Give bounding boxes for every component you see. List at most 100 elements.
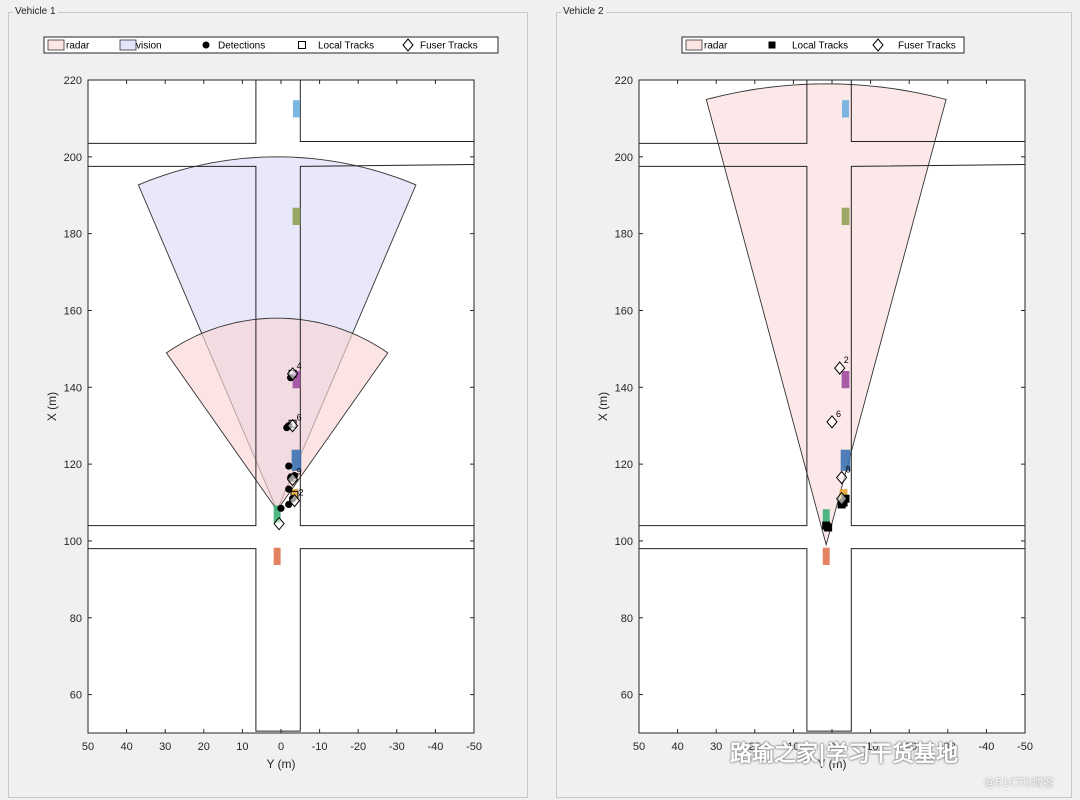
detection-point bbox=[285, 462, 293, 470]
x-tick-label: 40 bbox=[120, 741, 132, 753]
legend-box bbox=[43, 36, 499, 54]
y-tick-label: 220 bbox=[615, 75, 633, 87]
fuser-track bbox=[834, 361, 846, 375]
vehicle-2-panel-title: Vehicle 2 bbox=[561, 6, 606, 18]
road-edge bbox=[299, 80, 474, 142]
fuser-track bbox=[826, 415, 838, 429]
vehicle bbox=[292, 207, 301, 226]
vehicle bbox=[273, 547, 281, 565]
vision-legend-patch bbox=[119, 39, 137, 51]
fuser-track bbox=[835, 470, 848, 485]
detection-legend-marker bbox=[202, 41, 210, 49]
legend-label: Detections bbox=[218, 41, 265, 52]
fuser-track bbox=[288, 493, 301, 508]
x-axis-label: Y (m) bbox=[817, 757, 846, 771]
legend-label: vision bbox=[136, 41, 162, 52]
fuser-track-label: 8 bbox=[846, 465, 851, 475]
x-tick-label: -10 bbox=[312, 741, 328, 753]
legend-label: Local Tracks bbox=[318, 41, 374, 52]
fuser-track bbox=[286, 367, 299, 381]
road-edge bbox=[850, 80, 1025, 142]
watermark-text: 路瑜之家|学习干货基地 bbox=[730, 742, 959, 767]
fuser-track-label: 2 bbox=[299, 488, 304, 498]
road-edge bbox=[88, 165, 257, 527]
vehicle bbox=[292, 100, 300, 118]
y-tick-label: 160 bbox=[615, 305, 633, 317]
x-tick-label: -40 bbox=[427, 741, 443, 753]
y-tick-label: 60 bbox=[70, 690, 82, 702]
y-tick-label: 80 bbox=[621, 613, 633, 625]
x-tick-label: 30 bbox=[159, 741, 171, 753]
fuser-track-label: 6 bbox=[297, 413, 302, 423]
vehicle bbox=[822, 547, 830, 565]
road-edge bbox=[639, 165, 808, 527]
fuser-track bbox=[286, 418, 299, 433]
legend-box bbox=[681, 36, 965, 54]
legend-label: Fuser Tracks bbox=[420, 41, 478, 52]
y-tick-label: 120 bbox=[64, 459, 82, 471]
vehicle bbox=[842, 100, 849, 118]
local-track-legend-marker bbox=[768, 41, 776, 49]
x-tick-label: 0 bbox=[829, 741, 835, 753]
x-axis-label: Y (m) bbox=[266, 757, 295, 771]
y-tick-label: 180 bbox=[615, 229, 633, 241]
y-axis-label: X (m) bbox=[45, 392, 59, 421]
vehicle-1-panel-title: Vehicle 1 bbox=[13, 6, 58, 18]
y-tick-label: 180 bbox=[64, 229, 82, 241]
x-tick-label: -20 bbox=[350, 741, 366, 753]
x-tick-label: -50 bbox=[466, 741, 482, 753]
x-tick-label: -40 bbox=[978, 741, 994, 753]
road-edge bbox=[639, 548, 1025, 732]
legend-label: Local Tracks bbox=[792, 41, 848, 52]
y-tick-label: 220 bbox=[64, 75, 82, 87]
fuser-track-legend-marker bbox=[402, 38, 414, 52]
x-tick-label: 30 bbox=[710, 741, 722, 753]
radar-legend-patch bbox=[685, 39, 703, 51]
vehicle bbox=[273, 505, 281, 523]
fuser-track-legend-marker bbox=[872, 38, 884, 52]
radar-coverage bbox=[165, 317, 389, 511]
y-tick-label: 80 bbox=[70, 613, 82, 625]
x-tick-label: 50 bbox=[82, 741, 94, 753]
y-tick-label: 200 bbox=[615, 152, 633, 164]
road-edge bbox=[299, 164, 474, 527]
fuser-track-label: 4 bbox=[297, 361, 302, 371]
vehicle bbox=[822, 509, 830, 527]
watermark-source: @51CTO博客 bbox=[984, 776, 1055, 789]
x-tick-label: 40 bbox=[671, 741, 683, 753]
road-edge bbox=[850, 164, 1025, 527]
x-tick-label: -10 bbox=[863, 741, 879, 753]
x-tick-label: 20 bbox=[198, 741, 210, 753]
vehicle bbox=[841, 207, 850, 226]
fuser-track bbox=[835, 491, 848, 506]
y-tick-label: 140 bbox=[615, 382, 633, 394]
y-tick-label: 100 bbox=[64, 536, 82, 548]
y-tick-label: 200 bbox=[64, 152, 82, 164]
legend-label: radar bbox=[66, 41, 90, 52]
vehicle-1-legend: radar vision Detections Local Tracks Fuser T… bbox=[43, 36, 499, 54]
y-tick-label: 140 bbox=[64, 382, 82, 394]
radar-legend-patch bbox=[47, 39, 65, 51]
legend-label: radar bbox=[704, 41, 728, 52]
x-tick-label: 10 bbox=[236, 741, 248, 753]
detection-point bbox=[277, 504, 285, 512]
y-tick-label: 160 bbox=[64, 305, 82, 317]
road-edge bbox=[88, 548, 474, 732]
legend-label: Fuser Tracks bbox=[898, 41, 956, 52]
x-tick-label: 0 bbox=[278, 741, 284, 753]
vehicle-1-panel: Vehicle 1 bbox=[8, 6, 528, 798]
x-tick-label: -30 bbox=[940, 741, 956, 753]
detection-point bbox=[285, 500, 293, 509]
vehicle bbox=[840, 449, 851, 471]
local-track-legend-marker bbox=[298, 41, 306, 49]
y-axis-label: X (m) bbox=[596, 392, 610, 421]
y-tick-label: 120 bbox=[615, 459, 633, 471]
y-tick-label: 100 bbox=[615, 536, 633, 548]
vehicle bbox=[841, 370, 850, 389]
fuser-track-label: 6 bbox=[836, 409, 841, 419]
plot-content: 4 6 9 2 bbox=[88, 80, 474, 732]
radar-coverage bbox=[705, 83, 947, 547]
vehicle bbox=[292, 370, 301, 389]
